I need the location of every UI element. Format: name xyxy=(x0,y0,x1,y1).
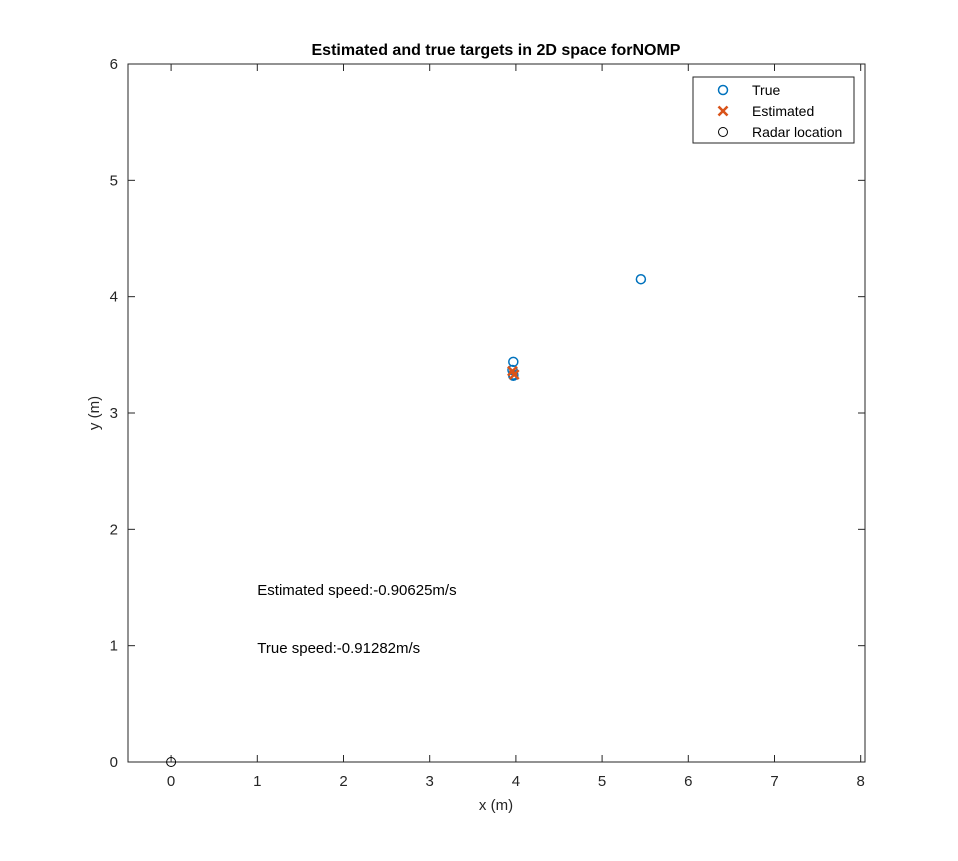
legend-marker-estimated xyxy=(717,105,729,117)
x-tick-label: 6 xyxy=(684,773,692,790)
axes xyxy=(127,63,866,763)
legend-label-estimated: Estimated xyxy=(752,103,814,119)
x-marker-stroke xyxy=(717,105,729,117)
legend-label-radar-location: Radar location xyxy=(752,124,842,140)
x-tick-label: 7 xyxy=(770,773,778,790)
x-marker-stroke xyxy=(508,369,520,381)
x-tick-label: 5 xyxy=(598,773,606,790)
y-tick-label: 5 xyxy=(110,172,118,189)
y-tick-label: 4 xyxy=(110,289,118,306)
plot-area-box xyxy=(127,63,866,763)
legend-marker-radar-location xyxy=(718,127,728,137)
annotations: Estimated speed:-0.90625m/s True speed:-0… xyxy=(257,582,456,657)
x-tick-label: 3 xyxy=(426,773,434,790)
annotation-text: True speed:-0.91282m/s xyxy=(257,640,420,657)
x-tick-label: 2 xyxy=(339,773,347,790)
true-point xyxy=(635,273,647,285)
legend-marker-true xyxy=(717,84,729,96)
y-tick-label: 1 xyxy=(110,638,118,655)
x-axis-label: x (m) xyxy=(479,797,513,814)
true-point xyxy=(508,356,519,368)
chart-title: Estimated and true targets in 2D space f… xyxy=(312,42,681,59)
radar-location-point xyxy=(166,757,177,767)
x-tick-label: 8 xyxy=(857,773,865,790)
x-tick-label: 4 xyxy=(512,773,520,790)
legend-box xyxy=(692,76,855,144)
y-tick-label: 3 xyxy=(110,405,118,422)
estimated-point xyxy=(508,369,520,381)
y-axis-label: y (m) xyxy=(86,396,103,430)
annotation-text: Estimated speed:-0.90625m/s xyxy=(257,582,456,599)
x-tick-label: 0 xyxy=(167,773,175,790)
ticks xyxy=(128,63,865,763)
x-tick-label: 1 xyxy=(253,773,261,790)
legend-label-true: True xyxy=(752,82,780,98)
y-tick-label: 6 xyxy=(110,56,118,73)
legend: True Estimated Radar location xyxy=(692,76,855,144)
y-tick-label: 2 xyxy=(110,521,118,538)
y-tick-label: 0 xyxy=(110,754,118,771)
tick-labels: 0 1 2 3 4 5 6 7 8 0 1 2 3 4 5 6 xyxy=(110,56,865,790)
data-points xyxy=(166,273,647,767)
